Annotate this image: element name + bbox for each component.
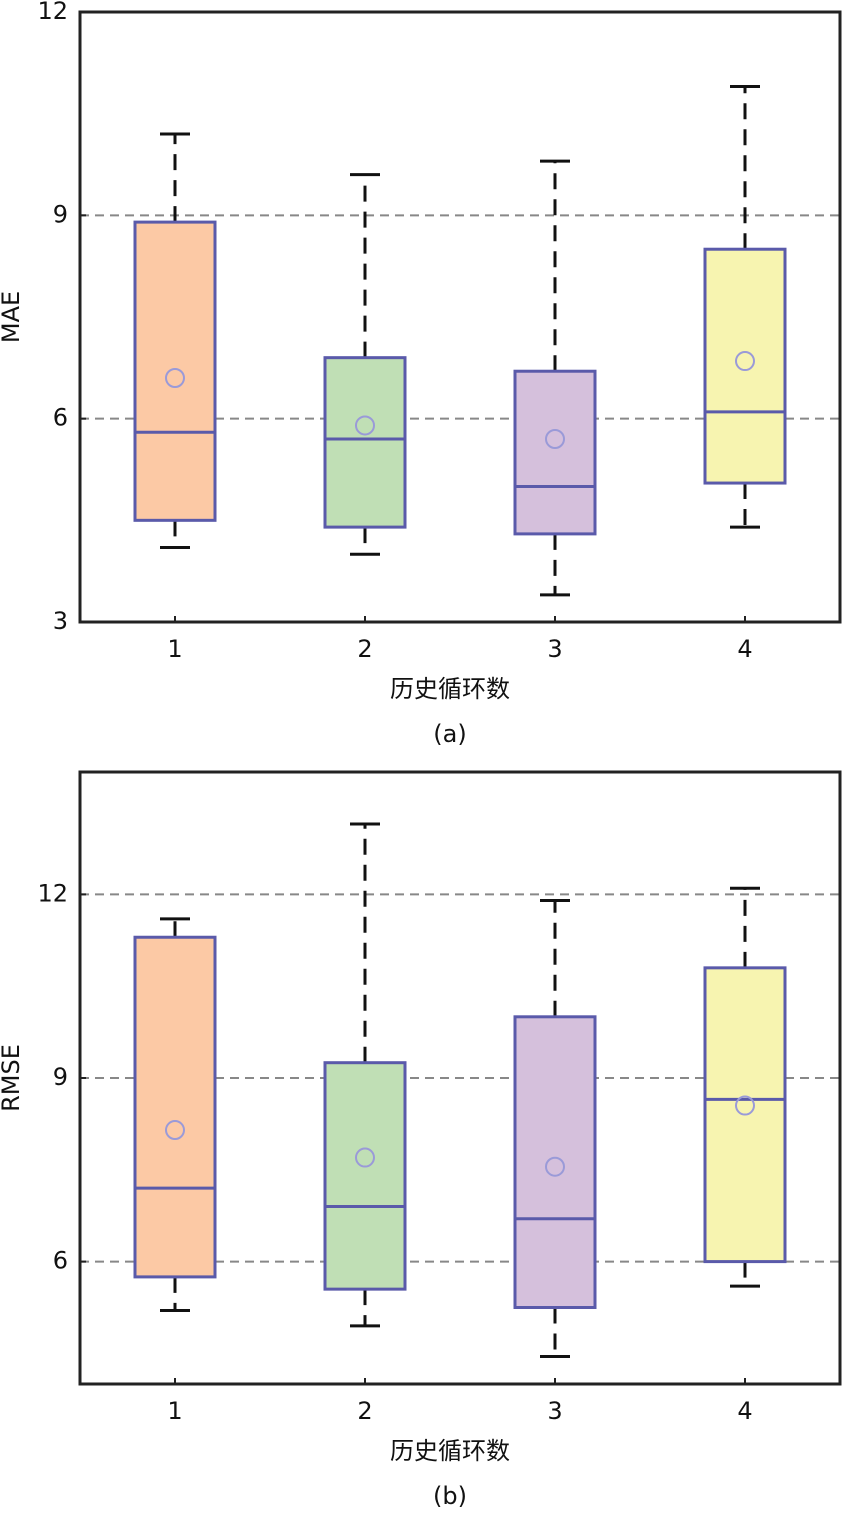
mean-marker	[355, 415, 375, 436]
y-tick-label: 9	[53, 200, 68, 228]
mean-marker	[165, 1120, 185, 1141]
box	[703, 247, 787, 485]
mean-marker	[545, 1156, 565, 1177]
mean-marker	[355, 1147, 375, 1168]
y-tick-label: 6	[53, 404, 68, 432]
y-axis-label: MAE	[0, 291, 25, 343]
x-tick-label: 4	[737, 635, 752, 663]
y-tick-label: 12	[37, 0, 68, 25]
x-tick-label: 2	[357, 635, 372, 663]
y-tick-label: 12	[37, 879, 68, 907]
box	[323, 1061, 407, 1291]
x-tick-label: 1	[167, 635, 182, 663]
x-axis-label: 历史循环数	[390, 675, 510, 703]
box	[133, 220, 217, 522]
y-tick-label: 9	[53, 1063, 68, 1091]
mean-marker	[735, 1095, 755, 1116]
caption: (b)	[433, 1482, 467, 1510]
y-axis-label: RMSE	[0, 1044, 25, 1112]
box	[513, 1015, 597, 1309]
caption: (a)	[433, 720, 466, 748]
x-tick-label: 4	[737, 1397, 752, 1425]
mean-marker	[735, 351, 755, 372]
y-tick-label: 3	[53, 607, 68, 635]
mean-marker	[545, 429, 565, 449]
box	[323, 356, 407, 529]
x-tick-label: 3	[547, 1397, 562, 1425]
y-tick-label: 6	[53, 1247, 68, 1275]
x-tick-label: 3	[547, 635, 562, 663]
plot-frame	[78, 10, 842, 624]
plot-frame	[78, 770, 842, 1386]
x-tick-label: 2	[357, 1397, 372, 1425]
box	[513, 369, 597, 536]
mean-marker	[165, 368, 185, 388]
box	[133, 935, 217, 1279]
x-axis-label: 历史循环数	[390, 1437, 510, 1465]
x-tick-label: 1	[167, 1397, 182, 1425]
